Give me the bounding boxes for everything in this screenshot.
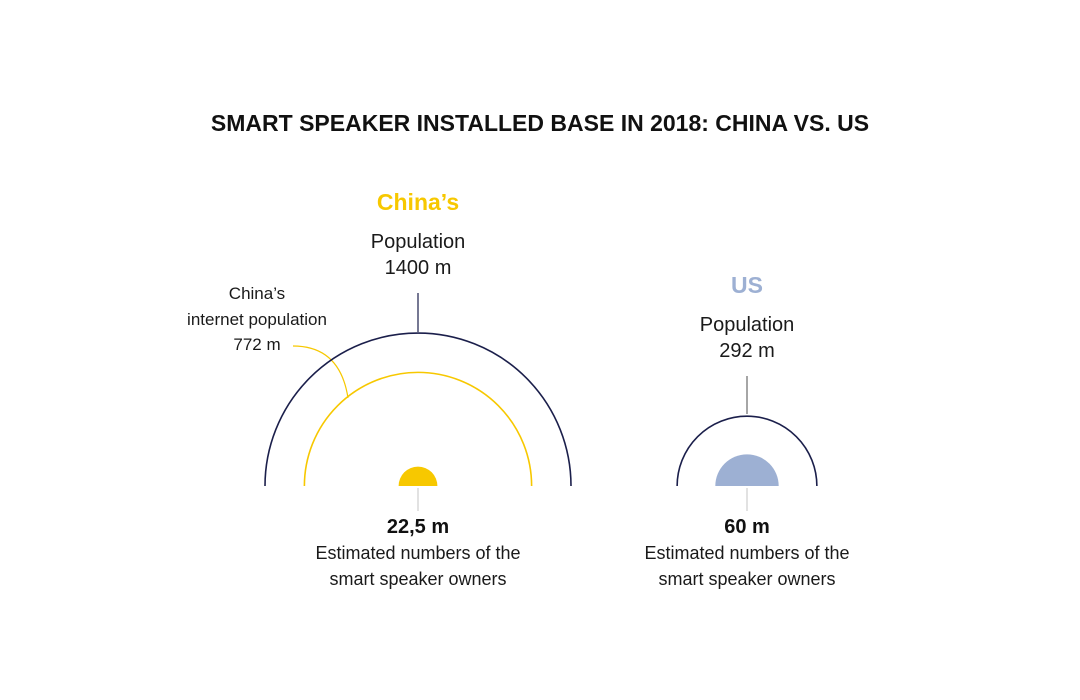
china-owners-desc-line2: smart speaker owners: [329, 569, 506, 589]
us-group: US Population 292 m 60 m Estimated numbe…: [644, 272, 849, 589]
china-population-arc: [264, 332, 572, 487]
china-group: China’s Population 1400 m China’s intern…: [187, 189, 572, 589]
china-population-label: Population: [371, 231, 466, 253]
us-population-value: 292 m: [719, 340, 775, 362]
china-internet-label-line1: China’s: [229, 284, 285, 303]
us-owners-value: 60 m: [724, 516, 770, 538]
us-population-arc: [676, 415, 818, 487]
us-owners-semicircle: [715, 454, 779, 486]
china-name: China’s: [377, 189, 459, 215]
us-owners-desc-line1: Estimated numbers of the: [644, 543, 849, 563]
chart-title: SMART SPEAKER INSTALLED BASE IN 2018: CH…: [211, 110, 869, 136]
china-internet-label-line2: internet population: [187, 310, 327, 329]
china-internet-population-arc: [303, 371, 533, 487]
china-owners-value: 22,5 m: [387, 516, 449, 538]
us-name: US: [731, 272, 763, 298]
china-internet-label-line3: 772 m: [233, 335, 280, 354]
china-owners-semicircle: [398, 466, 438, 486]
china-internet-connector: [292, 345, 349, 399]
us-owners-desc-line2: smart speaker owners: [658, 569, 835, 589]
us-population-label: Population: [700, 314, 795, 336]
china-population-value: 1400 m: [385, 257, 452, 279]
china-owners-desc-line1: Estimated numbers of the: [315, 543, 520, 563]
